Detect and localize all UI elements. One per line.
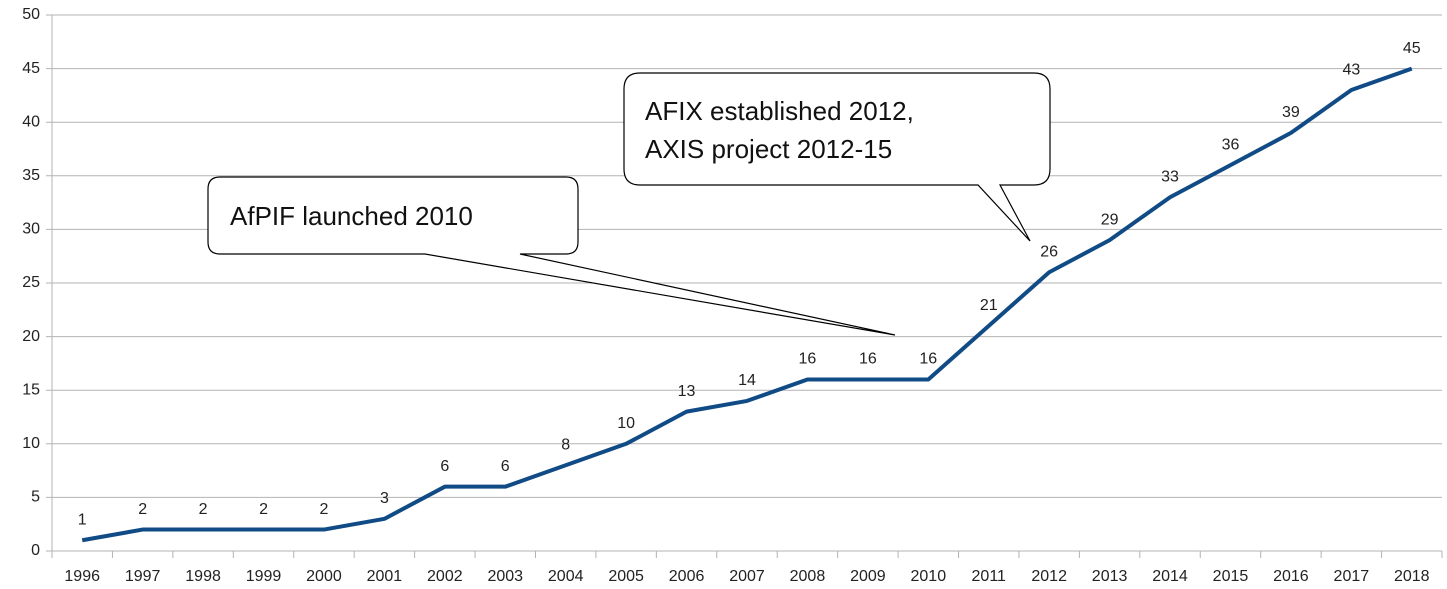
x-tick-label: 2015 [1213, 568, 1249, 585]
y-tick-label: 15 [22, 381, 40, 398]
data-label: 16 [919, 351, 937, 368]
y-tick-label: 25 [22, 274, 40, 291]
x-tick-label: 2017 [1334, 568, 1370, 585]
data-label: 6 [501, 458, 510, 475]
x-tick-label: 1998 [185, 568, 221, 585]
data-label: 36 [1222, 136, 1240, 153]
data-label: 2 [259, 501, 268, 518]
data-label: 21 [980, 297, 998, 314]
data-label: 13 [678, 383, 696, 400]
data-label: 2 [320, 501, 329, 518]
x-tick-label: 2005 [608, 568, 644, 585]
data-label: 39 [1282, 104, 1300, 121]
data-label: 16 [859, 351, 877, 368]
y-tick-label: 40 [22, 113, 40, 130]
data-label: 26 [1040, 243, 1058, 260]
x-tick-label: 2007 [729, 568, 765, 585]
x-tick-label: 2010 [911, 568, 947, 585]
data-label: 3 [380, 490, 389, 507]
data-label: 8 [561, 436, 570, 453]
data-label: 43 [1342, 61, 1360, 78]
data-label: 2 [138, 501, 147, 518]
x-tick-label: 2000 [306, 568, 342, 585]
y-tick-label: 0 [31, 542, 40, 559]
x-tick-label: 2008 [790, 568, 826, 585]
x-tick-label: 2011 [972, 568, 1007, 585]
x-tick-label: 2003 [487, 568, 523, 585]
x-tick-label: 2012 [1031, 568, 1067, 585]
annotation: AXIS project 2012-15 [645, 134, 892, 164]
y-tick-label: 45 [22, 60, 40, 77]
data-line [81, 66, 1413, 543]
y-tick-label: 20 [22, 328, 40, 345]
x-tick-label: 2002 [427, 568, 463, 585]
x-tick-label: 2004 [548, 568, 584, 585]
x-tick-label: 2009 [850, 568, 886, 585]
x-tick-label: 2016 [1273, 568, 1309, 585]
callout-2 [623, 72, 1051, 242]
callout-1 [207, 176, 896, 336]
data-label: 45 [1403, 40, 1421, 57]
y-tick-label: 5 [31, 489, 40, 506]
data-label: 1 [78, 511, 87, 528]
data-label: 16 [799, 351, 817, 368]
y-tick-label: 10 [22, 435, 40, 452]
x-tick-label: 1999 [246, 568, 282, 585]
y-tick-label: 30 [22, 221, 40, 238]
data-label: 33 [1161, 168, 1179, 185]
annotation: AFIX established 2012, [645, 96, 914, 126]
x-tick-label: 2018 [1394, 568, 1430, 585]
x-tick-label: 2014 [1152, 568, 1188, 585]
x-tick-label: 1997 [125, 568, 161, 585]
data-label: 14 [738, 372, 756, 389]
data-label: 2 [199, 501, 208, 518]
data-label: 29 [1101, 211, 1119, 228]
x-tick-label: 2001 [367, 568, 403, 585]
x-tick-label: 2006 [669, 568, 705, 585]
x-tick-label: 2013 [1092, 568, 1128, 585]
y-tick-label: 35 [22, 167, 40, 184]
data-label: 6 [440, 458, 449, 475]
x-tick-label: 1996 [64, 568, 100, 585]
y-tick-label: 50 [22, 6, 40, 23]
data-label: 10 [617, 415, 635, 432]
annotation: AfPIF launched 2010 [230, 201, 473, 231]
